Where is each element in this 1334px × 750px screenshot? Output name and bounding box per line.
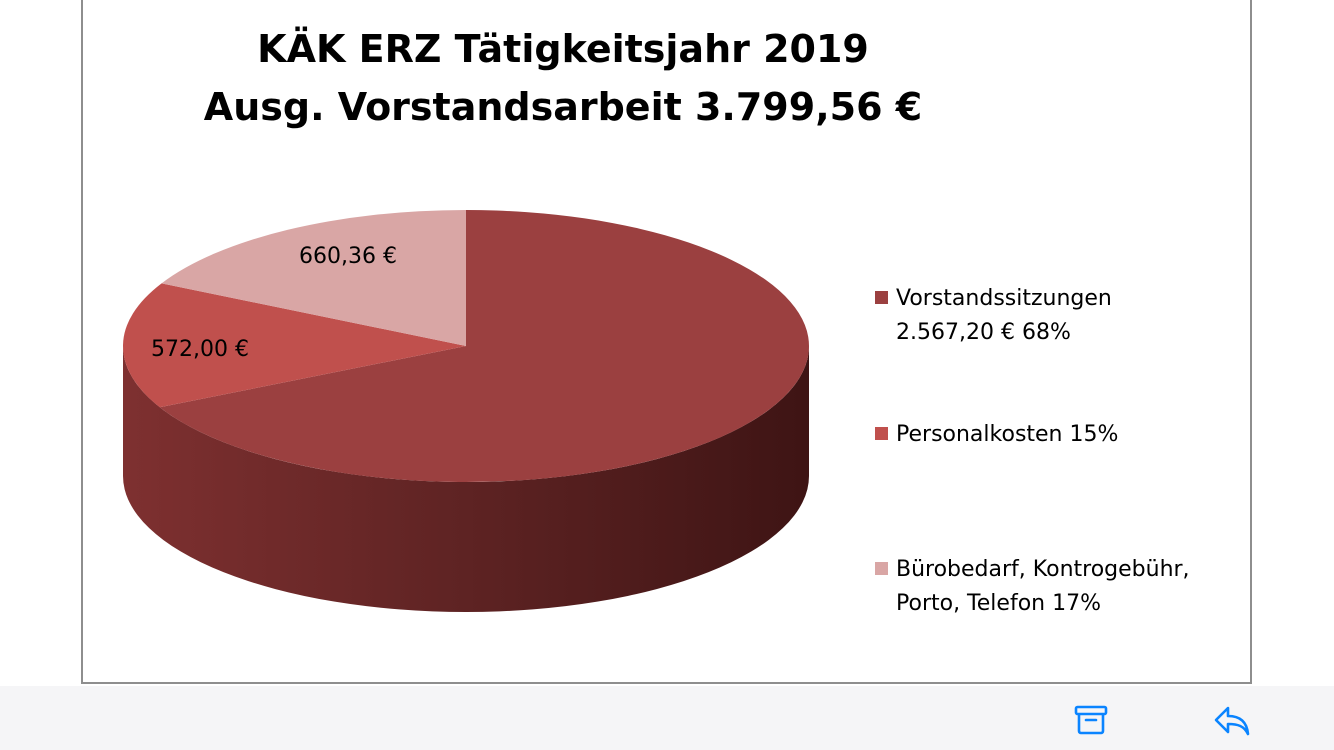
archive-button[interactable] — [1071, 700, 1111, 740]
legend-swatch — [875, 427, 888, 440]
chart-title-block: KÄK ERZ Tätigkeitsjahr 2019 Ausg. Vorsta… — [83, 20, 1043, 136]
legend-label: Vorstandssitzungen 2.567,20 € 68% — [896, 286, 1112, 345]
legend-swatch — [875, 562, 888, 575]
legend-swatch — [875, 291, 888, 304]
legend-item-3: Bürobedarf, Kontrogebühr, Porto, Telefon… — [875, 553, 1235, 621]
chart-title: KÄK ERZ Tätigkeitsjahr 2019 — [257, 27, 869, 71]
chart-subtitle: Ausg. Vorstandsarbeit 3.799,56 € — [203, 85, 923, 129]
bottom-toolbar — [0, 686, 1334, 750]
reply-icon — [1214, 706, 1250, 736]
archive-icon — [1074, 705, 1108, 735]
legend-label: Personalkosten 15% — [896, 422, 1119, 447]
pie-slice-1 — [159, 210, 810, 482]
legend-item-1: Vorstandssitzungen 2.567,20 € 68% — [875, 282, 1235, 350]
reply-button[interactable] — [1212, 700, 1252, 740]
legend-item-2: Personalkosten 15% — [875, 418, 1235, 452]
pie-slice-2 — [123, 283, 467, 408]
pie-data-label-3: 660,36 € — [299, 244, 397, 269]
pie-slice-3 — [161, 210, 466, 346]
pie-side-wall — [123, 346, 809, 612]
legend-label: Bürobedarf, Kontrogebühr, Porto, Telefon… — [896, 557, 1190, 616]
pie-data-label-2: 572,00 € — [151, 337, 249, 362]
